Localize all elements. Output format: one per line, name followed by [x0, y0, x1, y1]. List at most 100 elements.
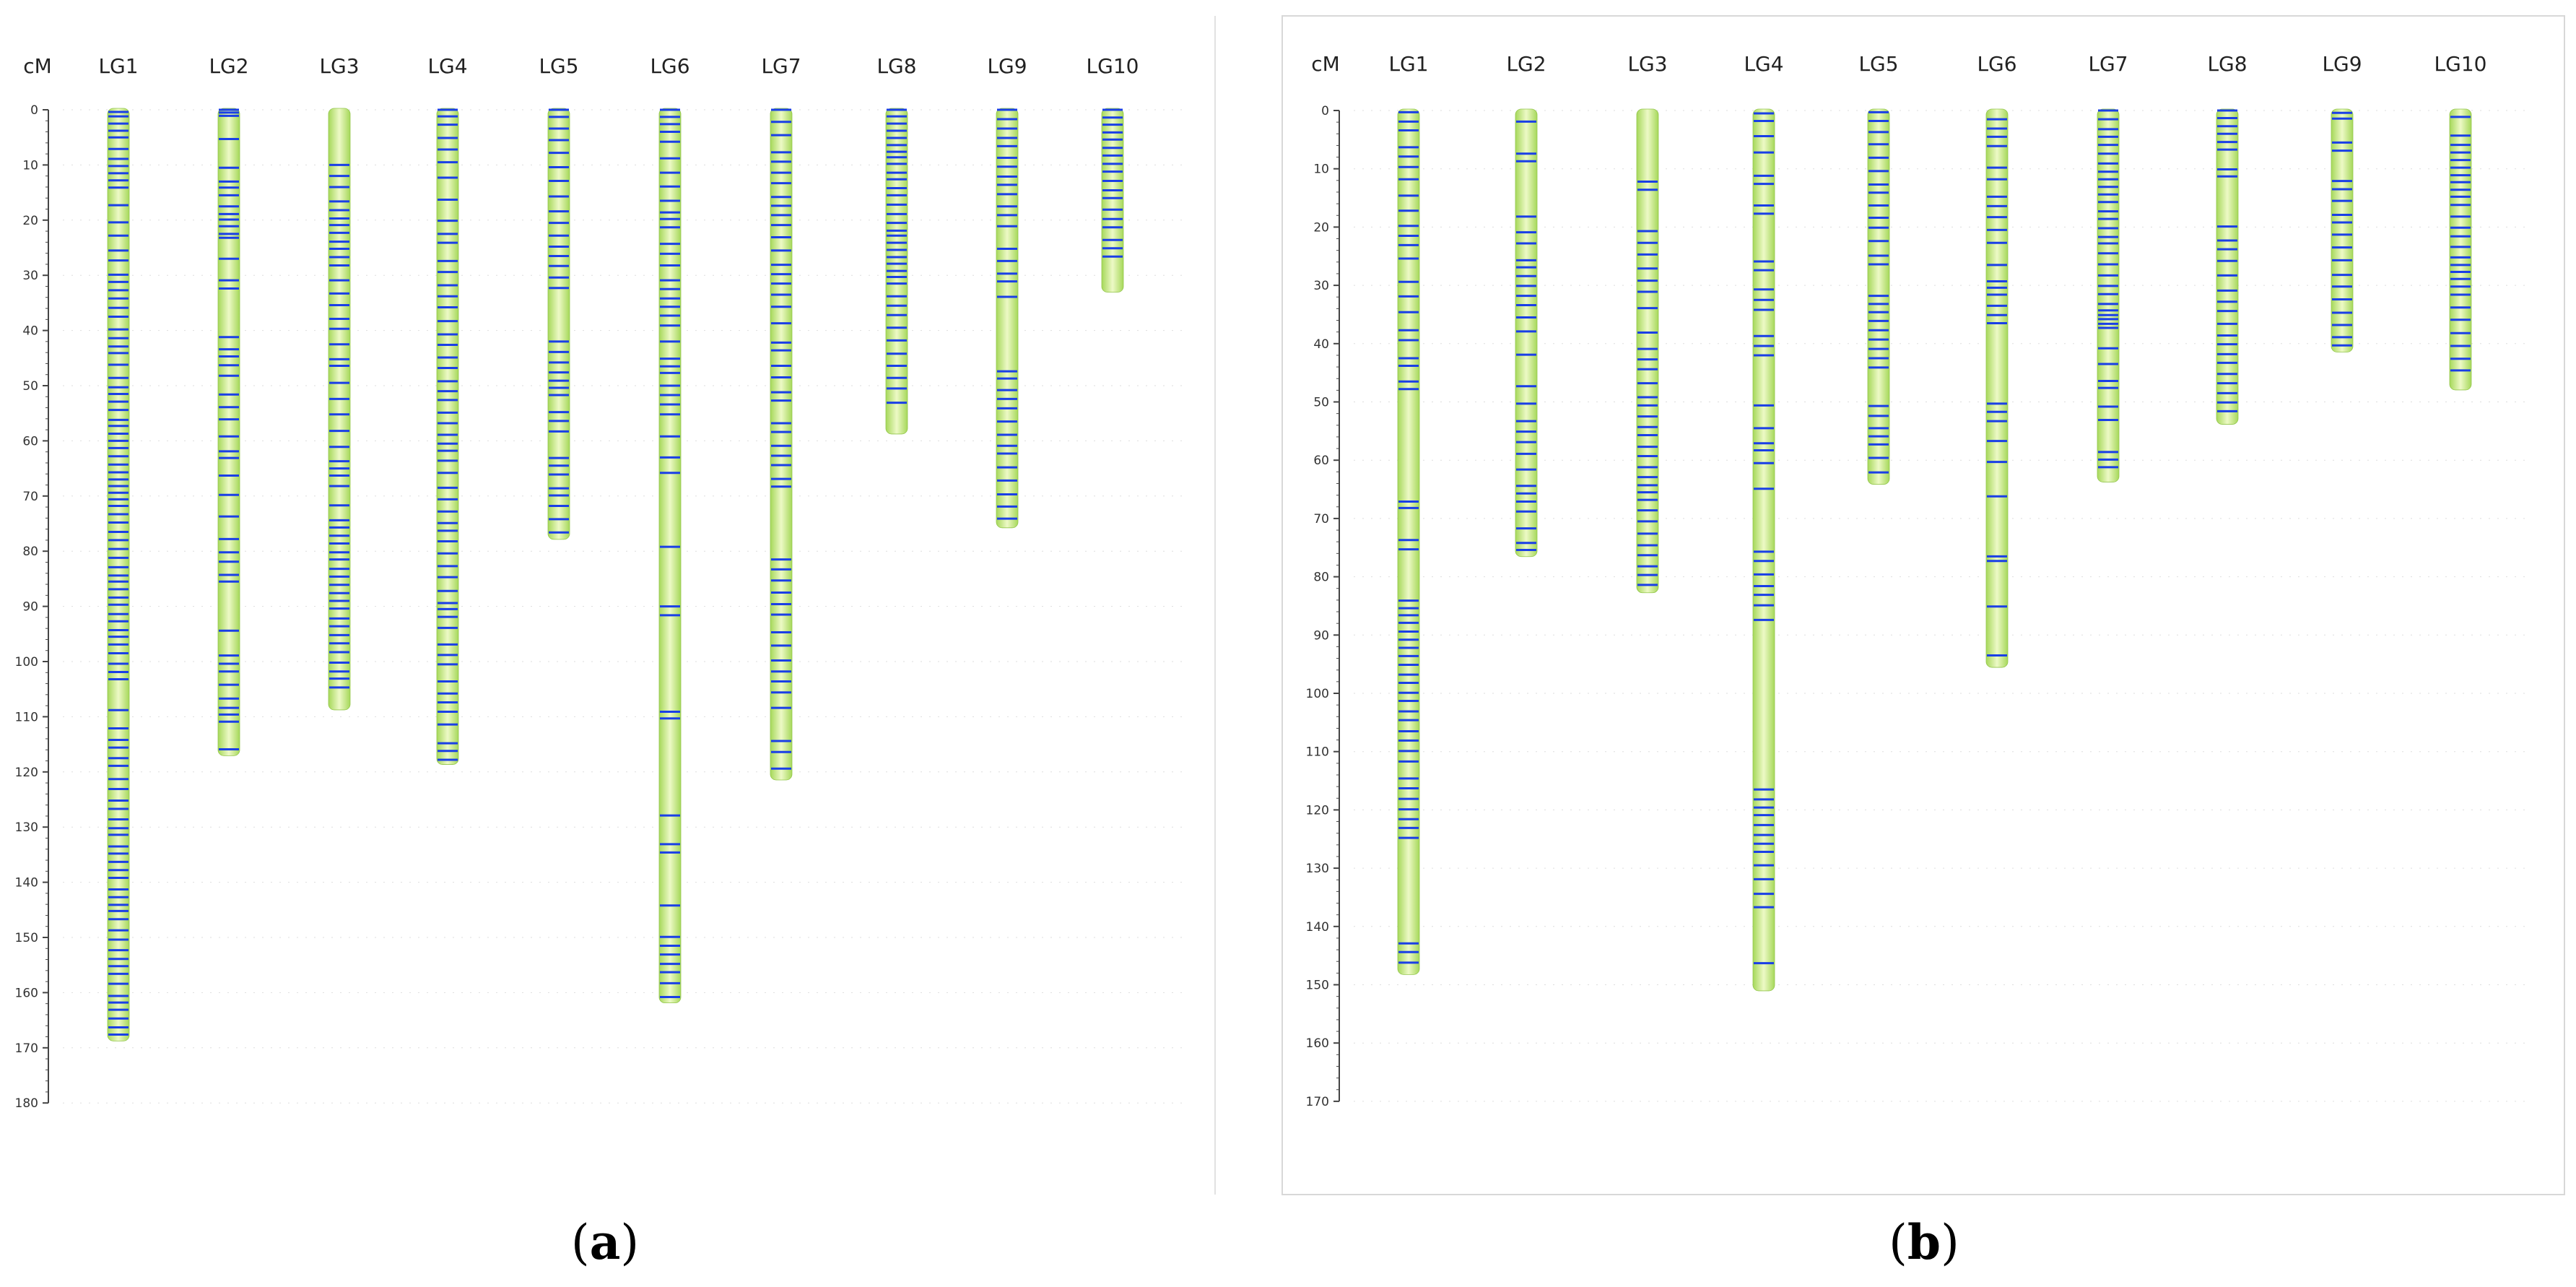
- y-axis-tick-label: 20: [22, 214, 38, 228]
- chromosome-bar: [2097, 108, 2120, 482]
- linkage-group-label: LG7: [761, 54, 801, 78]
- linkage-group-label: LG4: [1744, 52, 1783, 76]
- y-axis-tick-label: 0: [1321, 104, 1329, 118]
- linkage-map-panel-a: cM 0 10 20 30 40 50 60 70 80 90 100 110 120 130 140 150 1…: [15, 54, 1184, 1111]
- y-axis-tick-label: 130: [1306, 862, 1329, 876]
- linkage-group-label: LG4: [427, 54, 467, 78]
- linkage-group-label: LG3: [319, 54, 359, 78]
- y-axis-tick-label: 60: [1313, 454, 1329, 468]
- chromosome-bar: [996, 108, 1019, 529]
- linkage-group-lg5: LG5: [1858, 52, 1899, 485]
- y-axis-tick-label: 70: [22, 490, 38, 504]
- y-axis-tick-label: 70: [1313, 512, 1329, 526]
- chromosome-bar: [1101, 108, 1124, 292]
- panel-letter-b: b: [1907, 1214, 1941, 1270]
- y-axis-tick-label: 30: [22, 269, 38, 283]
- axis-unit-label: cM: [23, 54, 52, 78]
- panel-label-a: (a): [571, 1214, 639, 1270]
- linkage-group-lg1: LG1: [1388, 52, 1429, 975]
- linkage-group-lg6: LG6: [1977, 52, 2017, 668]
- linkage-group-lg4: LG4: [1744, 52, 1784, 992]
- chromosome-bar: [1985, 108, 2009, 668]
- linkage-group-lg2: LG2: [1506, 52, 1546, 558]
- linkage-group-label: LG8: [2207, 52, 2247, 76]
- linkage-group-label: LG10: [1087, 54, 1139, 78]
- y-axis-tick-label: 50: [1313, 396, 1329, 410]
- chromosome-bar: [1515, 108, 1538, 558]
- linkage-group-label: LG6: [1977, 52, 2016, 76]
- y-axis-tick-label: 60: [22, 434, 38, 448]
- linkage-group-lg7: LG7: [761, 54, 801, 781]
- chromosome-bar: [328, 108, 351, 711]
- y-axis-tick-label: 160: [15, 986, 38, 1000]
- linkage-group-label: LG6: [650, 54, 689, 78]
- linkage-group-lg2: LG2: [209, 54, 249, 756]
- y-axis-tick-label: 90: [22, 600, 38, 615]
- linkage-group-lg5: LG5: [539, 54, 579, 540]
- linkage-group-label: LG8: [876, 54, 916, 78]
- chromosome-bar: [217, 108, 240, 756]
- chromosome-bar: [1752, 108, 1775, 992]
- y-axis-tick-label: 140: [1306, 920, 1329, 935]
- y-axis-tick-label: 120: [1306, 803, 1329, 818]
- y-axis-tick-label: 20: [1313, 220, 1329, 235]
- linkage-group-lg1: LG1: [98, 54, 139, 1041]
- y-axis-tick-label: 50: [22, 379, 38, 394]
- linkage-group-lg3: LG3: [1627, 52, 1668, 594]
- y-axis-tick-label: 110: [15, 710, 38, 724]
- linkage-group-label: LG1: [98, 54, 138, 78]
- linkage-group-lg7: LG7: [2088, 52, 2128, 482]
- y-axis-tick-label: 0: [30, 103, 38, 118]
- y-axis-tick-label: 100: [15, 655, 38, 670]
- linkage-group-label: LG7: [2088, 52, 2128, 76]
- y-axis-tick-label: 40: [22, 324, 38, 339]
- linkage-group-lg3: LG3: [319, 54, 360, 711]
- linkage-group-label: LG5: [539, 54, 578, 78]
- chromosome-bar: [436, 108, 459, 765]
- linkage-group-label: LG5: [1858, 52, 1898, 76]
- y-axis-tick-label: 80: [1313, 571, 1329, 585]
- y-axis-tick-label: 180: [15, 1096, 38, 1111]
- linkage-group-lg9: LG9: [987, 54, 1027, 529]
- y-axis-tick-label: 110: [1306, 745, 1329, 760]
- linkage-group-lg8: LG8: [2207, 52, 2248, 425]
- y-axis-tick-label: 170: [15, 1041, 38, 1056]
- chromosome-bar: [2216, 108, 2239, 425]
- y-axis-tick-label: 90: [1313, 628, 1329, 643]
- linkage-group-lg10: LG10: [1087, 54, 1139, 292]
- chromosome-bar: [658, 108, 682, 1004]
- chromosome-bar: [2331, 108, 2354, 352]
- linkage-group-lg10: LG10: [2434, 52, 2487, 391]
- linkage-group-label: LG1: [1388, 52, 1428, 76]
- chromosome-bar: [1397, 108, 1420, 975]
- y-axis-tick-label: 120: [15, 766, 38, 780]
- y-axis-tick-label: 170: [1306, 1095, 1329, 1109]
- linkage-group-lg6: LG6: [650, 54, 690, 1004]
- panel-label-b: (b): [1889, 1214, 1959, 1270]
- linkage-group-label: LG10: [2434, 52, 2487, 76]
- linkage-group-lg4: LG4: [427, 54, 468, 765]
- chromosome-bar: [2449, 108, 2472, 391]
- linkage-group-label: LG3: [1627, 52, 1667, 76]
- linkage-group-label: LG9: [2322, 52, 2362, 76]
- linkage-group-label: LG9: [987, 54, 1027, 78]
- y-axis-tick-label: 160: [1306, 1036, 1329, 1051]
- chromosome-bar: [1636, 108, 1659, 594]
- y-axis-tick-label: 150: [1306, 979, 1329, 993]
- panel-letter-a: a: [590, 1214, 621, 1270]
- y-axis-tick-label: 150: [15, 931, 38, 945]
- y-axis-tick-label: 140: [15, 876, 38, 890]
- linkage-group-label: LG2: [209, 54, 248, 78]
- linkage-map-panel-b: cM 0 10 20 30 40 50 60 70 80 90 100 110 120 130 140 150 1…: [1306, 52, 2527, 1109]
- y-axis-tick-label: 80: [22, 545, 38, 559]
- y-axis-tick-label: 30: [1313, 279, 1329, 293]
- linkage-group-label: LG2: [1506, 52, 1546, 76]
- y-axis-tick-label: 130: [15, 820, 38, 835]
- panel-b-frame: [1282, 15, 2565, 1195]
- linkage-group-lg9: LG9: [2322, 52, 2362, 352]
- linkage-group-lg8: LG8: [876, 54, 917, 435]
- y-axis-tick-label: 10: [22, 158, 38, 173]
- y-axis-tick-label: 40: [1313, 337, 1329, 352]
- axis-unit-label: cM: [1311, 52, 1340, 76]
